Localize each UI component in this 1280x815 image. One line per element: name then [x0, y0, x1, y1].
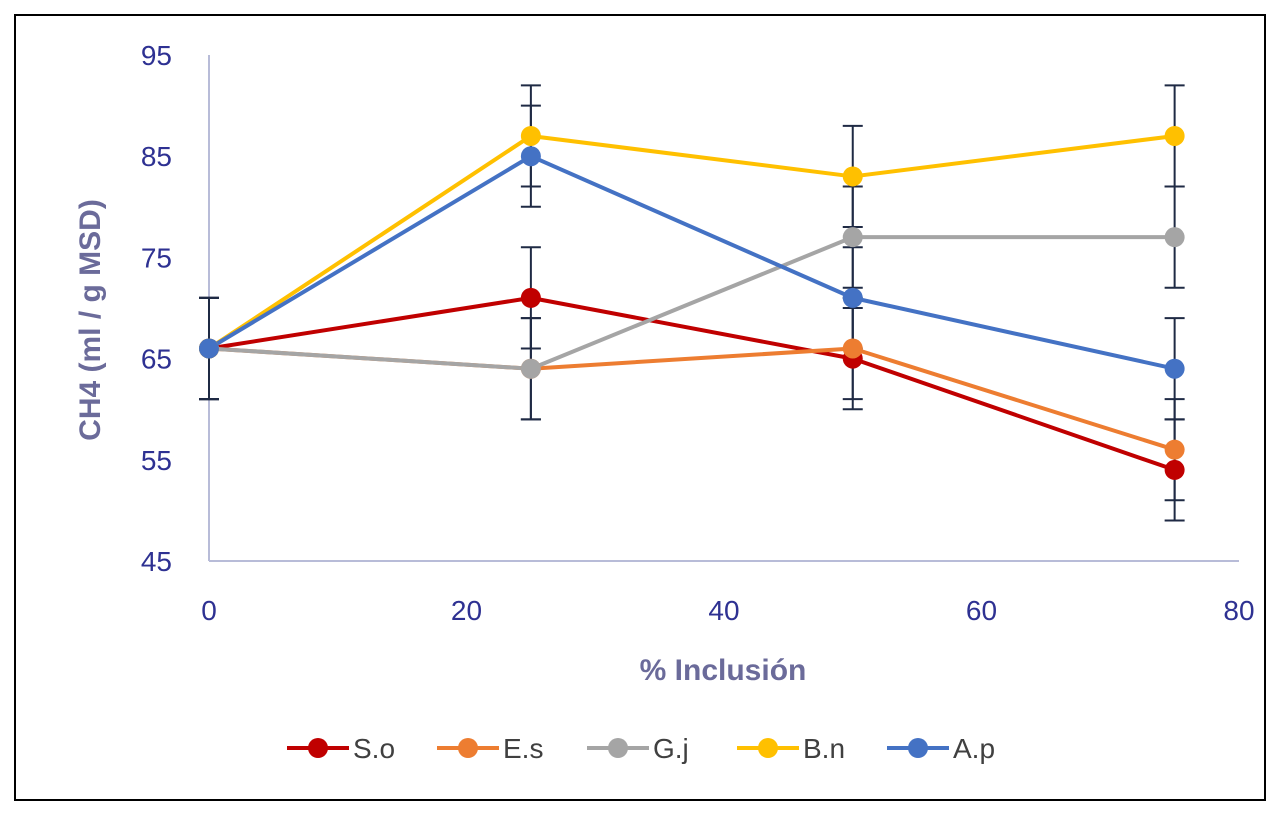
- data-point-A.p: [842, 287, 863, 308]
- data-point-E.s: [1164, 439, 1185, 460]
- series-lines: [207, 133, 1176, 472]
- data-point-A.p: [199, 338, 219, 359]
- legend-marker-A.p: [908, 738, 928, 758]
- series-line-B.n: [207, 133, 1175, 351]
- series-line-S.o: [208, 295, 1176, 472]
- y-tick-label: 95: [141, 40, 172, 71]
- x-tick-label: 60: [966, 595, 997, 626]
- data-point-G.j: [520, 358, 541, 379]
- data-point-B.n: [1164, 125, 1185, 146]
- legend-label-B.n: B.n: [803, 733, 845, 764]
- legend-label-E.s: E.s: [503, 733, 543, 764]
- x-axis-title: % Inclusión: [640, 654, 807, 687]
- legend-label-G.j: G.j: [653, 733, 689, 764]
- data-point-A.p: [520, 146, 541, 167]
- data-point-A.p: [1164, 358, 1185, 379]
- legend-marker-B.n: [758, 738, 778, 758]
- y-tick-label: 45: [141, 546, 172, 577]
- y-tick-label: 75: [141, 242, 172, 273]
- x-tick-label: 80: [1223, 595, 1254, 626]
- data-point-S.o: [520, 287, 541, 308]
- data-point-E.s: [842, 338, 863, 359]
- chart-frame: [14, 14, 1266, 801]
- data-point-B.n: [520, 125, 541, 146]
- y-axis-title: CH4 (ml / g MSD): [74, 199, 107, 441]
- legend-label-S.o: S.o: [353, 733, 395, 764]
- series-line-E.s: [208, 346, 1176, 452]
- data-point-B.n: [842, 166, 863, 187]
- y-tick-label: 65: [141, 344, 172, 375]
- data-point-G.j: [1164, 227, 1185, 248]
- legend-marker-G.j: [608, 738, 628, 758]
- tick-labels: 45 55 65 75 85 95 0 20 40 60 80: [141, 40, 1255, 626]
- legend-marker-S.o: [308, 738, 328, 758]
- legend-label-A.p: A.p: [953, 733, 995, 764]
- series-line-G.j: [208, 235, 1175, 371]
- x-tick-label: 20: [451, 595, 482, 626]
- data-point-S.o: [1164, 459, 1185, 480]
- data-point-G.j: [842, 227, 863, 248]
- series-line-A.p: [207, 154, 1176, 371]
- y-tick-label: 85: [141, 141, 172, 172]
- legend-marker-E.s: [458, 738, 478, 758]
- legend: S.o E.s G.j B.n A.p: [287, 733, 995, 764]
- x-tick-label: 40: [708, 595, 739, 626]
- y-tick-label: 55: [141, 445, 172, 476]
- series-points: [199, 125, 1185, 480]
- axes: [208, 55, 1239, 562]
- x-tick-label: 0: [201, 595, 217, 626]
